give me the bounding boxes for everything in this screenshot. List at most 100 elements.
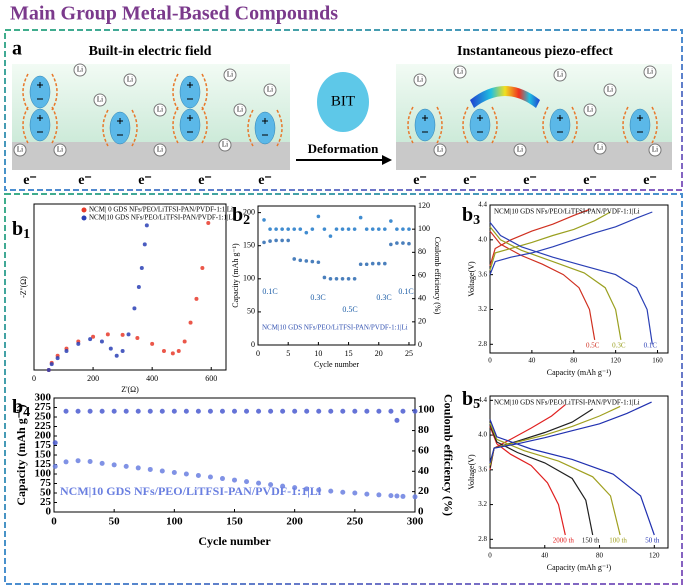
- data-point: [364, 227, 369, 231]
- data-point: [159, 468, 165, 474]
- y-tick-label: 2.8: [478, 535, 487, 543]
- li-label: Li: [17, 146, 23, 154]
- data-point: [394, 417, 400, 423]
- x-tick-label: 0: [488, 357, 492, 365]
- data-point: [232, 408, 237, 414]
- data-point: [105, 332, 110, 337]
- x-tick-label: 100: [166, 516, 183, 528]
- legend-label: NCM| 0 GDS NFs/PEO/LiTFSI-PAN/PVDF-1:1|L…: [89, 206, 233, 214]
- data-point: [352, 227, 357, 231]
- data-point: [183, 471, 189, 477]
- li-label: Li: [517, 146, 523, 154]
- panel-label: b2: [232, 204, 250, 229]
- li-ion: [643, 65, 657, 79]
- data-point: [292, 408, 298, 414]
- x-tick-label: 25: [405, 349, 413, 358]
- data-point: [207, 408, 213, 414]
- li-label: Li: [227, 71, 233, 79]
- panel-label: b3: [462, 204, 480, 229]
- data-point: [376, 492, 382, 498]
- data-point: [135, 408, 141, 414]
- bit-label: BIT: [331, 93, 355, 109]
- data-point: [316, 487, 322, 493]
- charge-signs: [422, 115, 428, 133]
- li-ion: [123, 73, 137, 87]
- y-tick-label: 0: [251, 340, 255, 349]
- y-tick-label: 3.6: [478, 270, 487, 278]
- panel-index: 4: [23, 405, 30, 420]
- data-point: [316, 260, 321, 265]
- dipole: [29, 108, 51, 142]
- li-label: Li: [222, 141, 228, 149]
- li-label: Li: [267, 86, 273, 94]
- panel-index: 5: [473, 397, 480, 412]
- data-point: [144, 223, 149, 228]
- annotation: NCM|10 GDS NFs/PEO/LiTFSI-PAN/PVDF-1:1|L…: [262, 324, 408, 332]
- data-point: [183, 408, 189, 414]
- data-point: [400, 493, 406, 499]
- series-label: 150 th: [582, 537, 600, 545]
- data-point: [123, 408, 129, 414]
- annotation: NCM|10 GDS NFs/PEO/LiTFSI-PAN/PVDF-1:1|L…: [494, 208, 640, 216]
- data-point: [75, 458, 81, 464]
- data-point: [364, 491, 370, 497]
- data-line: [489, 401, 655, 536]
- data-point: [274, 238, 278, 243]
- li-label: Li: [77, 66, 83, 74]
- data-point: [52, 440, 58, 446]
- x-tick-label: 300: [407, 516, 424, 528]
- plot-frame: [489, 204, 669, 354]
- li-ion: [233, 103, 247, 117]
- data-point: [388, 408, 394, 414]
- y-tick-label: 175: [35, 439, 52, 451]
- charge-signs: [262, 118, 268, 136]
- y-tick-label: 25: [40, 496, 52, 508]
- data-point: [328, 408, 334, 414]
- y2-tick-label: 20: [418, 485, 430, 497]
- data-point: [219, 476, 225, 482]
- data-point: [88, 337, 93, 342]
- li-label: Li: [652, 146, 658, 154]
- li-ion: [583, 103, 597, 117]
- y2-tick-label: 0: [418, 506, 424, 518]
- data-point: [147, 408, 153, 414]
- data-point: [75, 408, 81, 414]
- annotation: NCM|10 GDS NFs/PEO/LiTFSI-PAN/PVDF-1:1|L…: [60, 484, 322, 498]
- data-point: [401, 227, 405, 231]
- data-point: [280, 238, 284, 243]
- charge-signs: [187, 82, 193, 100]
- data-point: [304, 259, 309, 263]
- electron-label: e⁻: [258, 173, 272, 188]
- data-point: [280, 483, 286, 489]
- panel-index: 3: [473, 213, 480, 228]
- data-point: [99, 339, 104, 344]
- data-point: [358, 262, 363, 267]
- data-point: [244, 408, 250, 414]
- electron-label: e⁻: [463, 173, 477, 188]
- legend-marker: [81, 215, 87, 221]
- y2-tick-label: 40: [418, 465, 430, 477]
- y-tick-label: 250: [35, 411, 52, 423]
- data-point: [206, 220, 211, 225]
- data-point: [292, 257, 297, 261]
- y-tick-label: 100: [243, 274, 255, 283]
- data-point: [412, 408, 418, 414]
- data-point: [55, 356, 60, 361]
- series-label: 50 th: [645, 537, 660, 545]
- y-tick-label: 0: [46, 506, 52, 518]
- dipole: [549, 108, 571, 142]
- data-point: [194, 296, 199, 301]
- data-point: [99, 460, 105, 466]
- data-point: [346, 277, 351, 281]
- data-point: [171, 408, 177, 414]
- data-point: [328, 488, 334, 494]
- y2-tick-label: 40: [418, 293, 426, 302]
- data-point: [108, 346, 113, 351]
- data-point: [407, 227, 411, 231]
- y-axis-label: -Z''(Ω): [19, 276, 28, 298]
- electron-label: e⁻: [78, 173, 92, 188]
- li-label: Li: [97, 96, 103, 104]
- data-point: [46, 368, 51, 372]
- x-axis-label: Capacity (mAh g⁻¹): [547, 563, 612, 572]
- data-point: [395, 227, 399, 231]
